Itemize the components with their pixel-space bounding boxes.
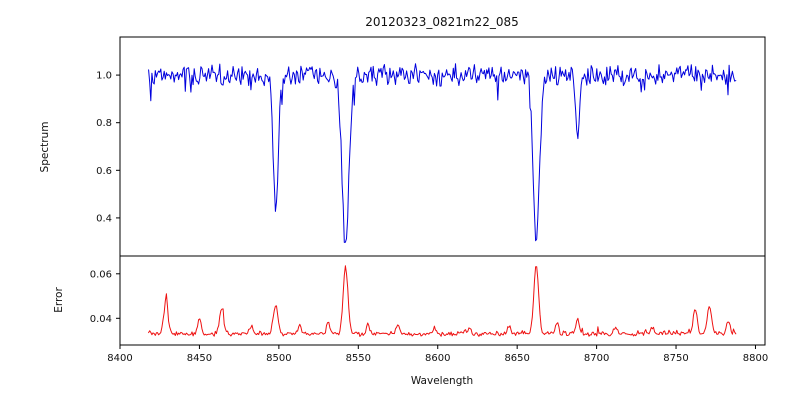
figure: 20120323_0821m22_085 Spectrum Error Wave… (0, 0, 800, 400)
spectrum-y-tick-label: 0.4 (96, 213, 112, 224)
error-y-tick-label: 0.04 (90, 314, 112, 325)
spectrum-line (149, 64, 736, 243)
x-tick-label: 8800 (743, 353, 768, 364)
error-panel (120, 256, 765, 345)
spectrum-axes-frame (120, 37, 765, 256)
chart-title: 20120323_0821m22_085 (365, 15, 518, 29)
x-tick-label: 8650 (504, 353, 529, 364)
x-tick-label: 8400 (107, 353, 132, 364)
x-tick-label: 8500 (266, 353, 291, 364)
x-tick-label: 8750 (663, 353, 688, 364)
plot-canvas: 20120323_0821m22_085 Spectrum Error Wave… (0, 0, 800, 400)
x-tick-label: 8550 (346, 353, 371, 364)
spectrum-y-tick-label: 1.0 (96, 71, 112, 82)
spectrum-y-axis-label: Spectrum (39, 122, 51, 173)
x-tick-label: 8700 (584, 353, 609, 364)
x-tick-label: 8600 (425, 353, 450, 364)
tick-marks-and-labels: 8400 8450 8500 8550 8600 8650 8700 8750 8800 0.4 0… (90, 71, 768, 364)
error-y-tick-label: 0.06 (90, 269, 112, 280)
error-y-axis-label: Error (53, 287, 65, 313)
x-axis-label: Wavelength (411, 375, 473, 387)
error-line (149, 266, 736, 337)
spectrum-panel (120, 37, 765, 256)
x-tick-label: 8450 (187, 353, 212, 364)
spectrum-y-tick-label: 0.8 (96, 118, 112, 129)
spectrum-y-tick-label: 0.6 (96, 166, 112, 177)
